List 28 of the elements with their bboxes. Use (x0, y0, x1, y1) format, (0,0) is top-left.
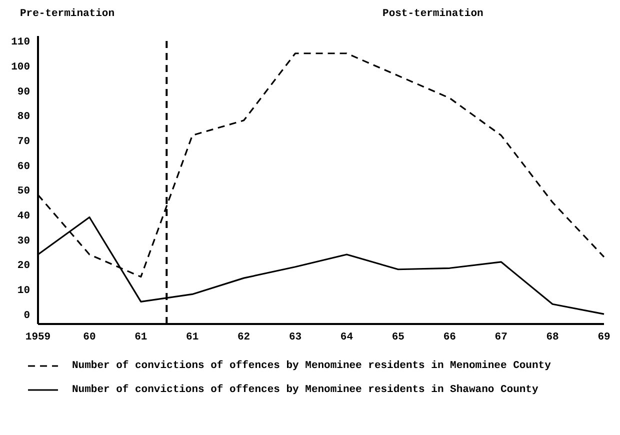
y-tick-label: 110 (11, 36, 30, 49)
legend-label: Number of convictions of offences by Menominee residents in Shawano County (72, 384, 538, 396)
y-tick-label: 10 (17, 284, 30, 297)
legend-label: Number of convictions of offences by Menominee residents in Menominee County (72, 360, 551, 372)
x-tick-label: 69 (598, 331, 610, 344)
x-tick-label: 66 (443, 331, 456, 344)
x-tick-label: 64 (340, 331, 354, 344)
y-tick-label: 70 (17, 136, 30, 148)
x-tick-label: 67 (494, 331, 508, 344)
x-tick-label: 65 (392, 331, 404, 344)
y-tick-label: 0 (24, 310, 30, 322)
y-tick-label: 30 (17, 235, 30, 248)
y-tick-label: 40 (17, 210, 30, 222)
y-tick-label: 90 (17, 86, 30, 98)
y-tick-label: 80 (17, 111, 30, 124)
x-tick-label: 68 (546, 331, 559, 344)
text: Pre-termination (20, 8, 115, 22)
x-tick-label: 61 (134, 331, 148, 344)
y-tick-label: 60 (17, 160, 30, 173)
x-tick-label: 63 (288, 331, 302, 344)
text: Post-termination (382, 8, 484, 22)
x-tick-label: 61 (186, 331, 199, 344)
y-tick-label: 50 (17, 186, 30, 198)
y-tick-label: 20 (17, 260, 30, 272)
y-tick-label: 100 (11, 62, 30, 74)
x-tick-label: 62 (238, 331, 250, 344)
x-tick-label: 60 (83, 331, 96, 344)
x-tick-label: 1959 (25, 331, 51, 344)
